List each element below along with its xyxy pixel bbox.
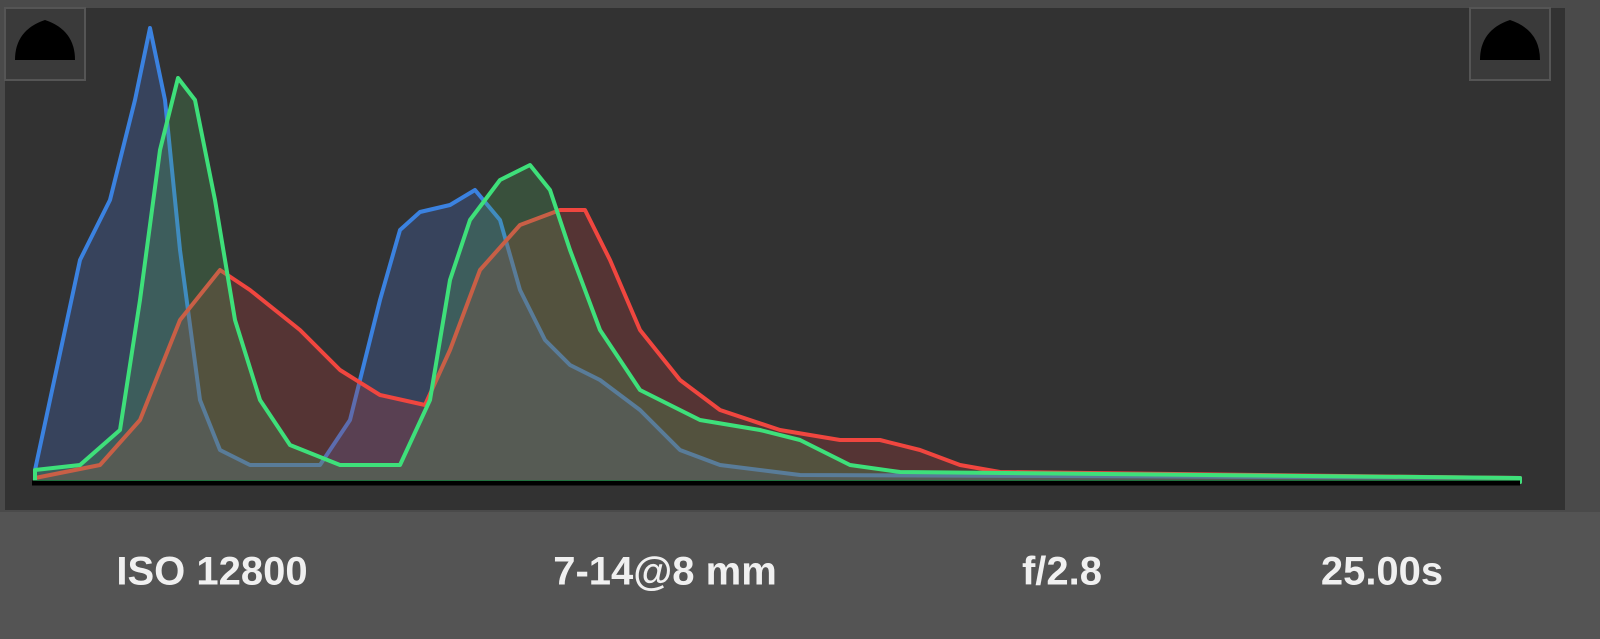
- focal-length: 7-14@8 mm: [553, 550, 777, 594]
- green-channel: [33, 76, 1522, 484]
- aperture: f/2.8: [1022, 550, 1102, 594]
- triangle-icon: [15, 20, 75, 60]
- red-channel: [33, 208, 1522, 484]
- histogram-area: [5, 8, 1565, 510]
- blue-channel: [33, 26, 1522, 484]
- highlight-clipping-toggle[interactable]: [1469, 7, 1551, 81]
- shutter-speed: 25.00s: [1321, 550, 1443, 594]
- triangle-icon: [1480, 20, 1540, 60]
- info-bar: [0, 512, 1600, 639]
- shadow-clipping-toggle[interactable]: [4, 7, 86, 81]
- iso: ISO 12800: [116, 550, 307, 594]
- histogram-curves: [33, 26, 1522, 484]
